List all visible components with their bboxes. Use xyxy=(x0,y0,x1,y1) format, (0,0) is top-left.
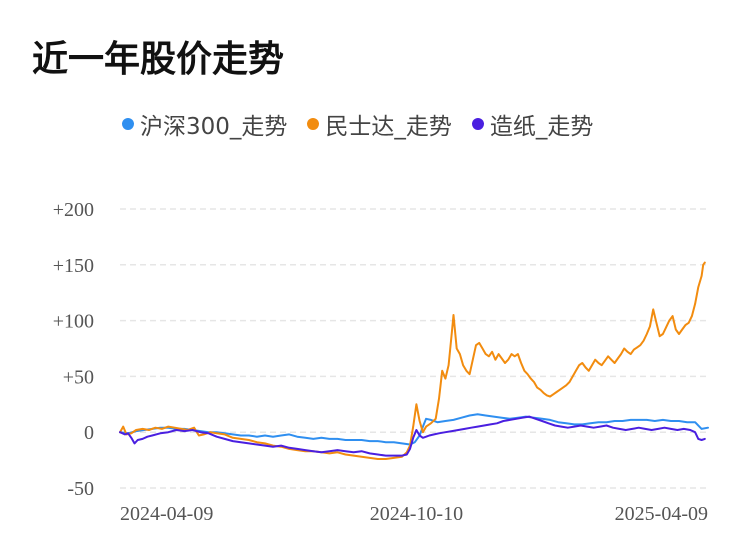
y-tick-label: +200 xyxy=(53,199,94,221)
y-tick-label: +150 xyxy=(53,255,94,277)
y-tick-label: +100 xyxy=(53,311,94,333)
legend-swatch-hs300 xyxy=(122,118,134,130)
chart-title: 近一年股价走势 xyxy=(32,39,285,80)
series-line-2 xyxy=(119,415,706,457)
legend-item-minshida[interactable]: 民士达_走势 xyxy=(307,107,452,141)
y-tick-label: 0 xyxy=(84,422,94,444)
x-tick-label: 2024-10-10 xyxy=(370,503,463,525)
legend-swatch-minshida xyxy=(307,118,320,130)
legend-label-minshida: 民士达_走势 xyxy=(325,114,452,140)
legend-swatch-paper xyxy=(471,118,484,130)
y-tick-label: +50 xyxy=(63,366,94,388)
legend-label-hs300: 沪深300_走势 xyxy=(140,114,288,140)
legend-label-paper: 造纸_走势 xyxy=(489,114,594,140)
x-tick-label: 2024-04-09 xyxy=(120,503,213,525)
legend-item-paper[interactable]: 造纸_走势 xyxy=(471,107,594,141)
x-tick-label: 2025-04-09 xyxy=(615,503,708,525)
series-line-1 xyxy=(119,261,706,460)
y-tick-label: -50 xyxy=(67,478,94,500)
chart-legend: 沪深300_走势 民士达_走势 造纸_走势 xyxy=(122,108,613,140)
legend-item-hs300[interactable]: 沪深300_走势 xyxy=(122,107,287,141)
